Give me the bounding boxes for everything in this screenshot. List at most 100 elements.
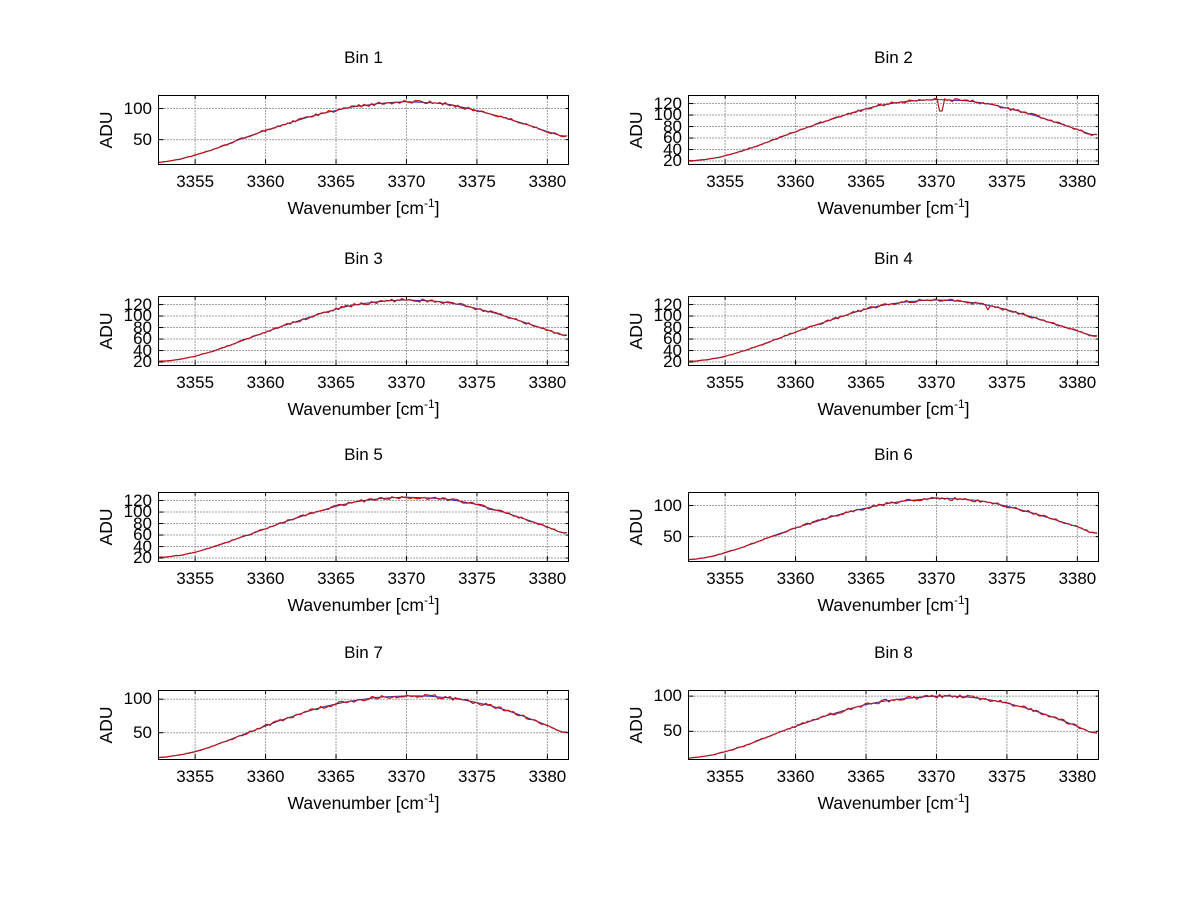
y-tick-label: 40 [133, 536, 152, 556]
x-axis-label-bracket: ] [434, 792, 440, 813]
y-tick-label: 60 [663, 128, 682, 148]
x-axis-label: Wavenumber [cm-1] [158, 593, 569, 616]
y-tick-label: 50 [133, 129, 152, 149]
x-axis-label: Wavenumber [cm-1] [158, 791, 569, 814]
x-axis-label-text: Wavenumber [cm [817, 197, 954, 218]
y-tick-label: 120 [123, 490, 152, 510]
x-tick-label: 3375 [987, 373, 1026, 392]
x-tick-label: 3380 [1058, 172, 1097, 191]
y-tick-label: 80 [133, 317, 152, 337]
x-tick-label: 3365 [317, 172, 355, 191]
x-tick-label: 3360 [246, 569, 285, 588]
x-tick-label: 3365 [317, 767, 355, 786]
y-tick-label: 20 [663, 151, 682, 171]
plot-title-bin-1: Bin 1 [344, 48, 383, 67]
axes-bin-4 [688, 296, 1099, 366]
plot-title-bin-3: Bin 3 [344, 249, 383, 268]
y-tick-label: 120 [653, 93, 682, 113]
subplot-bin-8: Bin 8 ADU Wavenumber [cm-1] 50 100 3355 336… [588, 643, 1148, 838]
axes-bin-6 [688, 492, 1099, 562]
y-tick-label: 100 [653, 306, 682, 326]
subplot-bin-7: Bin 7 ADU Wavenumber [cm-1] 50 100 3355 336… [58, 643, 618, 838]
x-tick-label: 3380 [528, 767, 567, 786]
y-tick-label: 40 [663, 340, 682, 360]
y-tick-label: 50 [663, 721, 682, 741]
x-tick-label: 3355 [176, 767, 215, 786]
x-axis-label: Wavenumber [cm-1] [688, 397, 1099, 420]
x-tick-label: 3365 [317, 569, 355, 588]
x-tick-label: 3365 [847, 569, 885, 588]
y-tick-label: 20 [133, 548, 152, 568]
y-tick-label: 60 [133, 329, 152, 349]
x-axis-label-bracket: ] [434, 594, 440, 615]
y-tick-label: 60 [133, 525, 152, 545]
x-tick-label: 3365 [847, 172, 885, 191]
x-axis-label-bracket: ] [964, 398, 970, 419]
x-axis-label-superscript: -1 [953, 397, 965, 411]
subplot-bin-3: Bin 3 ADU Wavenumber [cm-1] 20 40 60 80 100 1… [58, 249, 618, 444]
y-tick-label: 40 [663, 139, 682, 159]
y-tick-label: 100 [123, 98, 152, 118]
x-axis-label-superscript: -1 [953, 791, 965, 805]
x-axis-label-bracket: ] [434, 398, 440, 419]
x-tick-label: 3375 [987, 569, 1026, 588]
x-axis-label-bracket: ] [964, 594, 970, 615]
x-tick-label: 3375 [987, 767, 1026, 786]
x-axis-label-text: Wavenumber [cm [287, 197, 424, 218]
y-tick-label: 50 [663, 526, 682, 546]
x-tick-label: 3355 [706, 767, 745, 786]
x-tick-label: 3365 [317, 373, 355, 392]
subplot-bin-2: Bin 2 ADU Wavenumber [cm-1] 20 40 60 80 100 1… [588, 48, 1148, 243]
y-tick-label: 20 [133, 352, 152, 372]
subplot-bin-6: Bin 6 ADU Wavenumber [cm-1] 50 100 3355 336… [588, 445, 1148, 640]
x-axis-label: Wavenumber [cm-1] [158, 196, 569, 219]
x-tick-label: 3355 [176, 172, 215, 191]
plot-title-bin-2: Bin 2 [874, 48, 913, 67]
y-tick-label: 80 [663, 317, 682, 337]
x-tick-label: 3380 [528, 373, 567, 392]
y-tick-label: 20 [663, 352, 682, 372]
x-tick-label: 3375 [457, 172, 496, 191]
x-tick-label: 3355 [706, 172, 745, 191]
x-axis-label-superscript: -1 [423, 791, 435, 805]
axes-bin-7 [158, 690, 569, 760]
x-axis-label-bracket: ] [434, 197, 440, 218]
x-axis-label-text: Wavenumber [cm [817, 594, 954, 615]
subplot-bin-4: Bin 4 ADU Wavenumber [cm-1] 20 40 60 80 100 1… [588, 249, 1148, 444]
y-tick-label: 100 [653, 105, 682, 125]
x-axis-label-bracket: ] [964, 197, 970, 218]
y-tick-label: 120 [123, 294, 152, 314]
x-tick-label: 3370 [387, 172, 426, 191]
x-tick-label: 3355 [706, 569, 745, 588]
subplot-bin-1: Bin 1 ADU Wavenumber [cm-1] 50 100 3355 336… [58, 48, 618, 243]
x-tick-label: 3360 [776, 373, 815, 392]
x-tick-label: 3370 [917, 373, 956, 392]
axes-bin-8 [688, 690, 1099, 760]
y-tick-label: 100 [123, 502, 152, 522]
axes-bin-3 [158, 296, 569, 366]
x-axis-label-text: Wavenumber [cm [817, 792, 954, 813]
x-axis-label: Wavenumber [cm-1] [688, 196, 1099, 219]
x-axis-label-text: Wavenumber [cm [287, 398, 424, 419]
x-tick-label: 3360 [776, 172, 815, 191]
x-tick-label: 3370 [387, 569, 426, 588]
x-tick-label: 3380 [528, 569, 567, 588]
x-axis-label-text: Wavenumber [cm [287, 594, 424, 615]
x-axis-label-superscript: -1 [423, 196, 435, 210]
x-tick-label: 3370 [387, 767, 426, 786]
x-tick-label: 3355 [176, 569, 215, 588]
x-tick-label: 3365 [847, 373, 885, 392]
x-axis-label-text: Wavenumber [cm [817, 398, 954, 419]
x-tick-label: 3375 [457, 767, 496, 786]
x-axis-label: Wavenumber [cm-1] [158, 397, 569, 420]
x-axis-label-superscript: -1 [953, 196, 965, 210]
x-axis-label-superscript: -1 [953, 593, 965, 607]
plot-title-bin-5: Bin 5 [344, 445, 383, 464]
x-tick-label: 3370 [917, 767, 956, 786]
y-tick-label: 100 [653, 495, 682, 515]
y-tick-label: 40 [133, 340, 152, 360]
x-tick-label: 3370 [917, 172, 956, 191]
y-tick-label: 100 [123, 306, 152, 326]
x-tick-label: 3375 [457, 569, 496, 588]
plot-title-bin-4: Bin 4 [874, 249, 913, 268]
